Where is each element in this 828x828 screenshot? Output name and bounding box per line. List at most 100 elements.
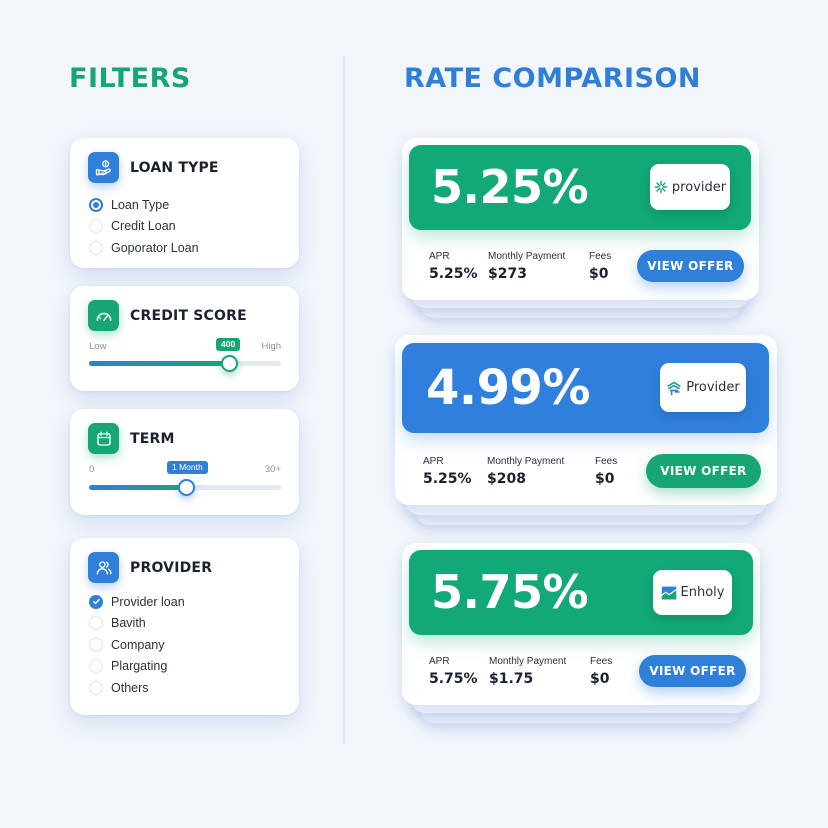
roof-logo-icon — [667, 380, 682, 395]
chart-logo-icon — [660, 586, 677, 599]
checkbox-checked[interactable] — [89, 594, 103, 609]
payment-value: $208 — [487, 471, 526, 487]
provider-option[interactable]: Others — [89, 677, 185, 699]
provider-option[interactable]: Bavith — [89, 613, 185, 635]
rate-banner: 5.25% provider — [409, 145, 751, 230]
offer-card-body: 4.99% Provider APR 5.25% Monthly Payment… — [395, 335, 777, 505]
fees-label: Fees — [595, 456, 618, 467]
option-label: Others — [111, 680, 149, 695]
option-label: Loan Type — [111, 197, 170, 212]
check-icon — [92, 599, 100, 605]
fees-value: $0 — [595, 471, 615, 487]
apr-value: 5.25% — [423, 471, 472, 487]
term-title: TERM — [130, 430, 175, 447]
monthly-payment-stat: Monthly Payment $273 — [488, 251, 565, 282]
option-label: Plargating — [111, 659, 168, 674]
slider-track[interactable] — [89, 355, 281, 372]
rate-value: 4.99% — [426, 360, 591, 416]
credit-score-filter-card: CREDIT SCORE Low High 400 — [70, 286, 299, 391]
option-label: Bavith — [111, 616, 146, 631]
fees-value: $0 — [590, 671, 610, 687]
fees-stat: Fees $0 — [589, 251, 611, 282]
rate-value: 5.25% — [431, 160, 589, 214]
provider-option[interactable]: Company — [89, 634, 185, 656]
loan-type-option[interactable]: Credit Loan — [89, 216, 199, 238]
provider-logo: provider — [650, 164, 730, 210]
payment-value: $1.75 — [489, 671, 534, 687]
payment-label: Monthly Payment — [488, 251, 566, 262]
rate-value: 5.75% — [431, 565, 589, 619]
loan-type-option[interactable]: Goporator Loan — [89, 237, 199, 259]
loan-type-filter-card: LOAN TYPE Loan Type Credit Loan Goporato… — [70, 138, 299, 268]
credit-score-slider[interactable]: Low High 400 — [89, 338, 281, 372]
rate-banner: 4.99% Provider — [402, 343, 769, 433]
loan-type-title: LOAN TYPE — [130, 159, 219, 176]
apr-label: APR — [423, 456, 444, 467]
fees-value: $0 — [589, 266, 609, 282]
offer-card-body: 5.25% provider APR 5.25% Monthly Payment… — [402, 138, 759, 300]
provider-option[interactable]: Provider loan — [89, 591, 185, 613]
term-slider[interactable]: 0 30+ 1 Month — [89, 461, 281, 496]
fees-label: Fees — [589, 251, 612, 262]
slider-max-label: High — [261, 341, 281, 352]
offer-card: 5.25% provider APR 5.25% Monthly Payment… — [402, 138, 759, 318]
view-offer-button[interactable]: VIEW OFFER — [637, 250, 744, 282]
view-offer-button[interactable]: VIEW OFFER — [639, 655, 746, 687]
radio[interactable] — [89, 240, 103, 255]
apr-label: APR — [429, 656, 450, 667]
apr-stat: APR 5.25% — [423, 456, 472, 487]
filters-heading: FILTERS — [69, 63, 191, 94]
provider-title: PROVIDER — [130, 559, 213, 576]
provider-filter-card: PROVIDER Provider loan Bavith Company Pl… — [70, 538, 299, 715]
fees-stat: Fees $0 — [595, 456, 617, 487]
checkbox[interactable] — [89, 637, 103, 652]
option-label: Credit Loan — [111, 219, 176, 234]
payment-value: $273 — [488, 266, 527, 282]
slider-thumb[interactable] — [221, 355, 238, 372]
slider-min-label: 0 — [89, 464, 95, 475]
payment-label: Monthly Payment — [489, 656, 567, 667]
option-label: Goporator Loan — [111, 240, 199, 255]
slider-track[interactable] — [89, 479, 281, 496]
provider-option[interactable]: Plargating — [89, 656, 185, 678]
provider-name: Provider — [686, 380, 740, 395]
credit-score-title: CREDIT SCORE — [130, 307, 247, 324]
slider-fill — [89, 485, 186, 490]
offer-card-body: 5.75% Enholy APR 5.75% Monthly Payment $… — [402, 543, 760, 705]
fees-stat: Fees $0 — [590, 656, 612, 687]
calendar-icon — [88, 423, 119, 454]
option-label: Company — [111, 637, 165, 652]
apr-stat: APR 5.75% — [429, 656, 478, 687]
slider-max-label: 30+ — [264, 464, 281, 475]
checkbox[interactable] — [89, 680, 103, 695]
term-filter-card: TERM 0 30+ 1 Month — [70, 409, 299, 515]
provider-logo: Provider — [660, 363, 746, 412]
offer-card: 4.99% Provider APR 5.25% Monthly Payment… — [395, 335, 777, 525]
slider-thumb[interactable] — [178, 479, 195, 496]
offer-card: 5.75% Enholy APR 5.75% Monthly Payment $… — [402, 543, 760, 723]
provider-name: Enholy — [680, 585, 725, 600]
view-offer-button[interactable]: VIEW OFFER — [646, 454, 761, 488]
apr-stat: APR 5.25% — [429, 251, 478, 282]
apr-value: 5.75% — [429, 671, 478, 687]
option-label: Provider loan — [111, 594, 185, 609]
hand-coin-icon — [88, 152, 119, 183]
apr-label: APR — [429, 251, 450, 262]
payment-label: Monthly Payment — [487, 456, 565, 467]
gauge-icon — [88, 300, 119, 331]
users-icon — [88, 552, 119, 583]
column-divider — [343, 56, 345, 744]
slider-value-bubble: 400 — [216, 338, 241, 351]
radio-selected[interactable] — [89, 197, 103, 212]
loan-type-option[interactable]: Loan Type — [89, 194, 199, 216]
slider-fill — [89, 361, 229, 366]
starburst-logo-icon — [654, 180, 668, 194]
monthly-payment-stat: Monthly Payment $1.75 — [489, 656, 566, 687]
monthly-payment-stat: Monthly Payment $208 — [487, 456, 564, 487]
provider-name: provider — [671, 179, 727, 195]
checkbox[interactable] — [89, 616, 103, 631]
apr-value: 5.25% — [429, 266, 478, 282]
provider-logo: Enholy — [653, 570, 732, 615]
checkbox[interactable] — [89, 659, 103, 674]
radio[interactable] — [89, 219, 103, 234]
